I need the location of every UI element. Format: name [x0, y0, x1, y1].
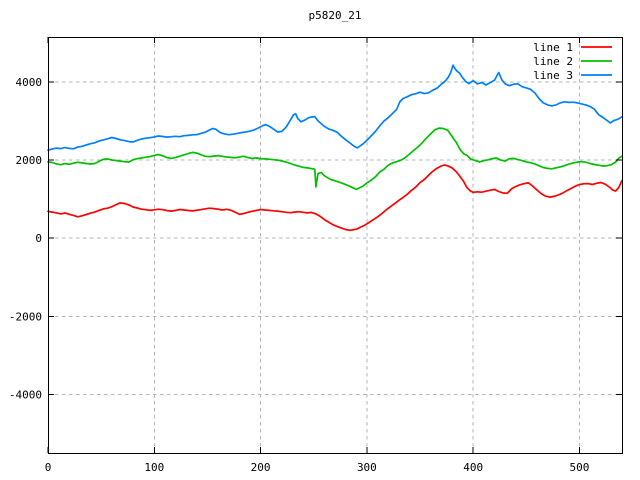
series-line-1	[47, 164, 623, 232]
y-tick-label: 0	[35, 232, 42, 245]
chart-title: p5820_21	[309, 9, 362, 22]
legend-label: line 2	[533, 55, 573, 68]
y-tick-label: -2000	[9, 310, 42, 323]
legend-label: line 1	[533, 41, 573, 54]
x-tick-label: 300	[357, 461, 377, 474]
series-line-3	[47, 64, 623, 152]
y-tick-label: -4000	[9, 388, 42, 401]
x-tick-label: 100	[144, 461, 164, 474]
plot-border	[48, 37, 623, 454]
x-tick-label: 0	[45, 461, 52, 474]
legend-entry: line 1	[533, 41, 612, 54]
x-tick-label: 400	[463, 461, 483, 474]
x-tick-label: 200	[251, 461, 271, 474]
legend-entry: line 2	[533, 55, 612, 68]
y-tick-label: 2000	[16, 154, 43, 167]
series-line-2	[47, 127, 623, 191]
x-tick-label: 500	[570, 461, 590, 474]
legend-label: line 3	[533, 69, 573, 82]
y-tick-label: 4000	[16, 76, 43, 89]
legend-entry: line 3	[533, 69, 612, 82]
